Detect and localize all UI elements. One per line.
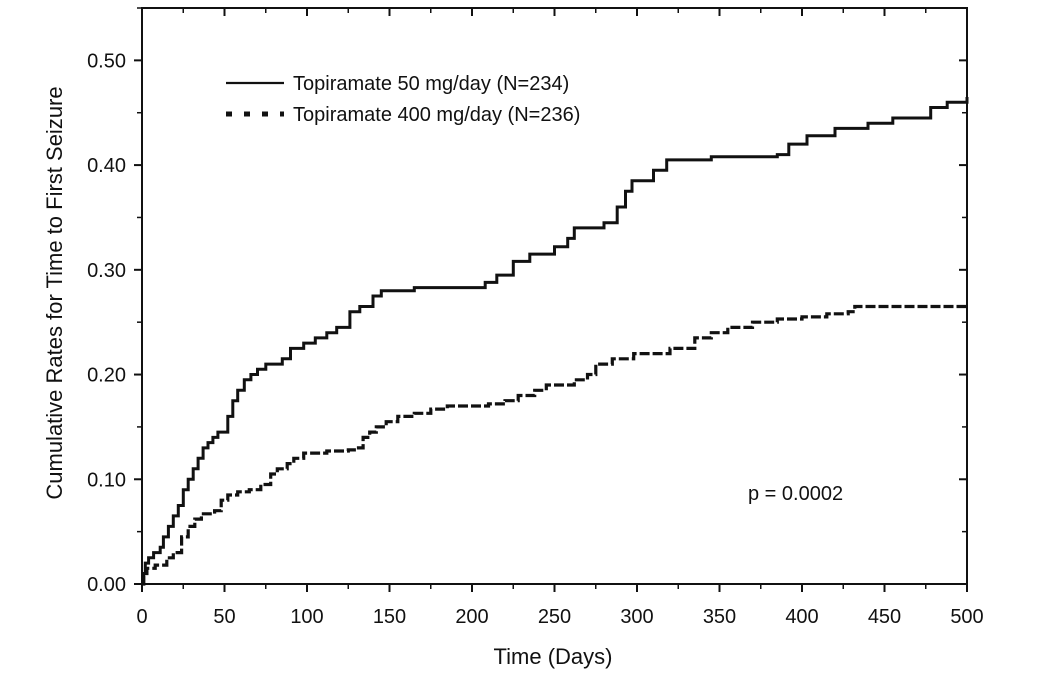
x-tick-label: 50 [213,606,235,628]
x-tick-label: 250 [538,606,571,628]
series-layer [142,97,969,586]
legend-label-400mg: Topiramate 400 mg/day (N=236) [293,104,580,126]
y-tick-label: 0.00 [87,574,126,596]
x-axis-ticks: 0 50 100 150 200 250 300 350 400 450 500 [136,8,984,628]
y-tick-label: 0.30 [87,260,126,282]
series-line-400mg [142,304,967,586]
x-tick-label: 400 [785,606,818,628]
x-tick-label: 200 [455,606,488,628]
x-tick-label: 0 [136,606,147,628]
x-tick-label: 500 [950,606,983,628]
legend-label-50mg: Topiramate 50 mg/day (N=234) [293,73,569,95]
y-axis-ticks: 0.00 0.10 0.20 0.30 0.40 0.50 [87,7,967,596]
x-tick-label: 100 [290,606,323,628]
legend: Topiramate 50 mg/day (N=234) Topiramate … [226,73,580,126]
y-tick-label: 0.50 [87,50,126,72]
y-tick-label: 0.10 [87,469,126,491]
x-tick-label: 450 [868,606,901,628]
y-tick-label: 0.40 [87,155,126,177]
x-tick-label: 150 [373,606,406,628]
p-value-annotation: p = 0.0002 [748,483,843,505]
x-tick-label: 350 [703,606,736,628]
y-tick-label: 0.20 [87,365,126,387]
x-axis-title: Time (Days) [494,644,613,669]
y-axis-title: Cumulative Rates for Time to First Seizu… [42,86,67,499]
series-line-50mg [142,97,969,586]
x-tick-label: 300 [620,606,653,628]
